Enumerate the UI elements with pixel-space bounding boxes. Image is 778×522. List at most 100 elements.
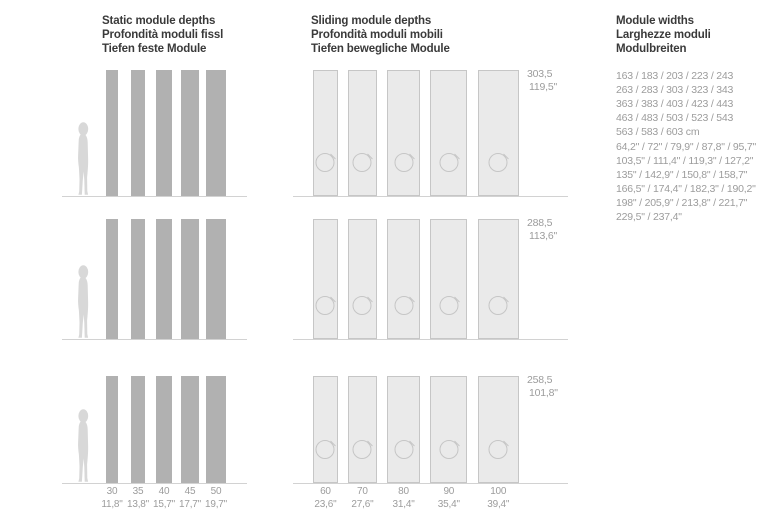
static-module-bar bbox=[206, 219, 226, 339]
widths-inch-line: 135" / 142,9" / 150,8" / 158,7" bbox=[616, 169, 748, 181]
handle-circle-icon bbox=[439, 152, 459, 172]
sliding-module-panel bbox=[347, 70, 377, 196]
module-height-label: 288,5 113,6" bbox=[527, 217, 557, 243]
sliding-module-panel bbox=[386, 219, 421, 339]
sliding-title-de: Tiefen bewegliche Module bbox=[311, 43, 450, 55]
static-depth-label: 45 17,7" bbox=[179, 485, 201, 511]
static-module-bar bbox=[181, 219, 199, 339]
depth-cm-value: 100 bbox=[490, 486, 507, 497]
module-height-in: 119,5" bbox=[529, 81, 558, 94]
depth-inch-value: 19,7" bbox=[204, 499, 228, 510]
handle-circle-icon bbox=[315, 439, 335, 459]
depth-cm-value: 40 bbox=[158, 486, 170, 497]
sliding-module-panel bbox=[347, 219, 377, 339]
sliding-depth-label: 70 27,6" bbox=[351, 485, 373, 511]
depth-inch-value: 13,8" bbox=[126, 499, 150, 510]
module-height-label: 258,5 101,8" bbox=[527, 374, 558, 400]
depth-cm-value: 70 bbox=[357, 486, 368, 497]
depth-inch-value: 35,4" bbox=[437, 499, 460, 510]
handle-circle-icon bbox=[488, 152, 508, 172]
handle-circle-icon bbox=[352, 152, 372, 172]
static-module-bar bbox=[131, 375, 145, 483]
sliding-depth-label: 100 39,4" bbox=[487, 485, 509, 511]
sliding-title-en: Sliding module depths bbox=[311, 15, 432, 27]
depth-cm-value: 80 bbox=[398, 486, 409, 497]
depth-inch-value: 31,4" bbox=[392, 499, 415, 510]
static-module-bar bbox=[181, 375, 199, 483]
module-height-in: 113,6" bbox=[529, 230, 558, 243]
widths-cm-line: 163 / 183 / 203 / 223 / 243 bbox=[616, 70, 734, 82]
module-height-cm: 303,5 bbox=[527, 68, 553, 81]
static-depth-label: 40 15,7" bbox=[153, 485, 175, 511]
depth-cm-value: 30 bbox=[106, 486, 118, 497]
floor-line-static bbox=[62, 196, 247, 197]
sliding-module-panel bbox=[313, 70, 338, 196]
handle-circle-icon bbox=[352, 439, 372, 459]
depth-inch-value: 23,6" bbox=[314, 499, 337, 510]
module-height-label: 303,5 119,5" bbox=[527, 68, 557, 94]
depth-cm-value: 90 bbox=[443, 486, 455, 497]
static-depth-label: 50 19,7" bbox=[205, 485, 227, 511]
sliding-depth-label: 80 31,4" bbox=[393, 485, 415, 511]
handle-circle-icon bbox=[439, 295, 459, 315]
module-height-cm: 288,5 bbox=[527, 217, 553, 230]
static-module-bar bbox=[156, 375, 172, 483]
static-module-bar bbox=[106, 70, 118, 196]
module-height-in: 101,8" bbox=[529, 386, 558, 399]
handle-circle-icon bbox=[352, 295, 372, 315]
floor-line-static bbox=[62, 483, 247, 484]
widths-inch-line: 103,5" / 111,4" / 119,3" / 127,2" bbox=[616, 155, 754, 167]
floor-line-static bbox=[62, 339, 247, 340]
static-module-bar bbox=[131, 219, 145, 339]
sliding-module-panel bbox=[477, 375, 519, 483]
widths-inch-line: 229,5" / 237,4" bbox=[616, 211, 682, 223]
person-silhouette-icon bbox=[71, 265, 95, 339]
sliding-module-panel bbox=[430, 70, 468, 196]
widths-cm-line: 363 / 383 / 403 / 423 / 443 bbox=[616, 98, 734, 110]
widths-title-de: Modulbreiten bbox=[616, 43, 687, 55]
static-module-bar bbox=[206, 375, 226, 483]
handle-circle-icon bbox=[488, 295, 508, 315]
static-depth-label: 35 13,8" bbox=[127, 485, 149, 511]
depth-cm-value: 35 bbox=[132, 486, 144, 497]
depth-inch-value: 15,7" bbox=[152, 499, 176, 510]
static-module-bar bbox=[181, 70, 199, 196]
floor-line-sliding bbox=[293, 339, 568, 340]
handle-circle-icon bbox=[394, 152, 414, 172]
floor-line-sliding bbox=[293, 196, 568, 197]
sliding-module-panel bbox=[477, 70, 519, 196]
depth-inch-value: 27,6" bbox=[351, 499, 374, 510]
static-module-bar bbox=[131, 70, 145, 196]
sliding-module-panel bbox=[347, 375, 377, 483]
floor-line-sliding bbox=[293, 483, 568, 484]
static-module-bar bbox=[106, 219, 118, 339]
handle-circle-icon bbox=[439, 439, 459, 459]
widths-inch-line: 166,5" / 174,4" / 182,3" / 190,2" bbox=[616, 183, 756, 195]
person-silhouette-icon bbox=[71, 122, 95, 196]
depth-inch-value: 17,7" bbox=[178, 499, 202, 510]
static-title-en: Static module depths bbox=[102, 15, 216, 27]
sliding-module-panel bbox=[477, 219, 519, 339]
sliding-module-panel bbox=[386, 70, 421, 196]
sliding-depth-label: 60 23,6" bbox=[314, 485, 336, 511]
module-widths-inch-list: 64,2" / 72" / 79,9" / 87,8" / 95,7" 103,… bbox=[616, 140, 756, 224]
static-depth-label: 30 11,8" bbox=[101, 485, 122, 511]
static-module-bar bbox=[156, 219, 172, 339]
depth-inch-value: 11,8" bbox=[101, 499, 123, 510]
widths-title-en: Module widths bbox=[616, 15, 694, 27]
static-title-de: Tiefen feste Module bbox=[102, 43, 207, 55]
sliding-depths-title: Sliding module depths Profondità moduli … bbox=[311, 14, 450, 56]
widths-cm-line: 463 / 483 / 503 / 523 / 543 bbox=[616, 112, 734, 124]
sliding-title-it: Profondità moduli mobili bbox=[311, 29, 443, 41]
static-module-bar bbox=[206, 70, 226, 196]
module-height-cm: 258,5 bbox=[527, 373, 553, 386]
sliding-module-panel bbox=[313, 375, 338, 483]
widths-inch-line: 64,2" / 72" / 79,9" / 87,8" / 95,7" bbox=[616, 141, 757, 153]
sliding-depth-label: 90 35,4" bbox=[438, 485, 460, 511]
handle-circle-icon bbox=[394, 295, 414, 315]
widths-cm-line: 263 / 283 / 303 / 323 / 343 bbox=[616, 84, 734, 96]
person-silhouette-icon bbox=[71, 409, 95, 483]
sliding-module-panel bbox=[430, 219, 468, 339]
handle-circle-icon bbox=[488, 439, 508, 459]
